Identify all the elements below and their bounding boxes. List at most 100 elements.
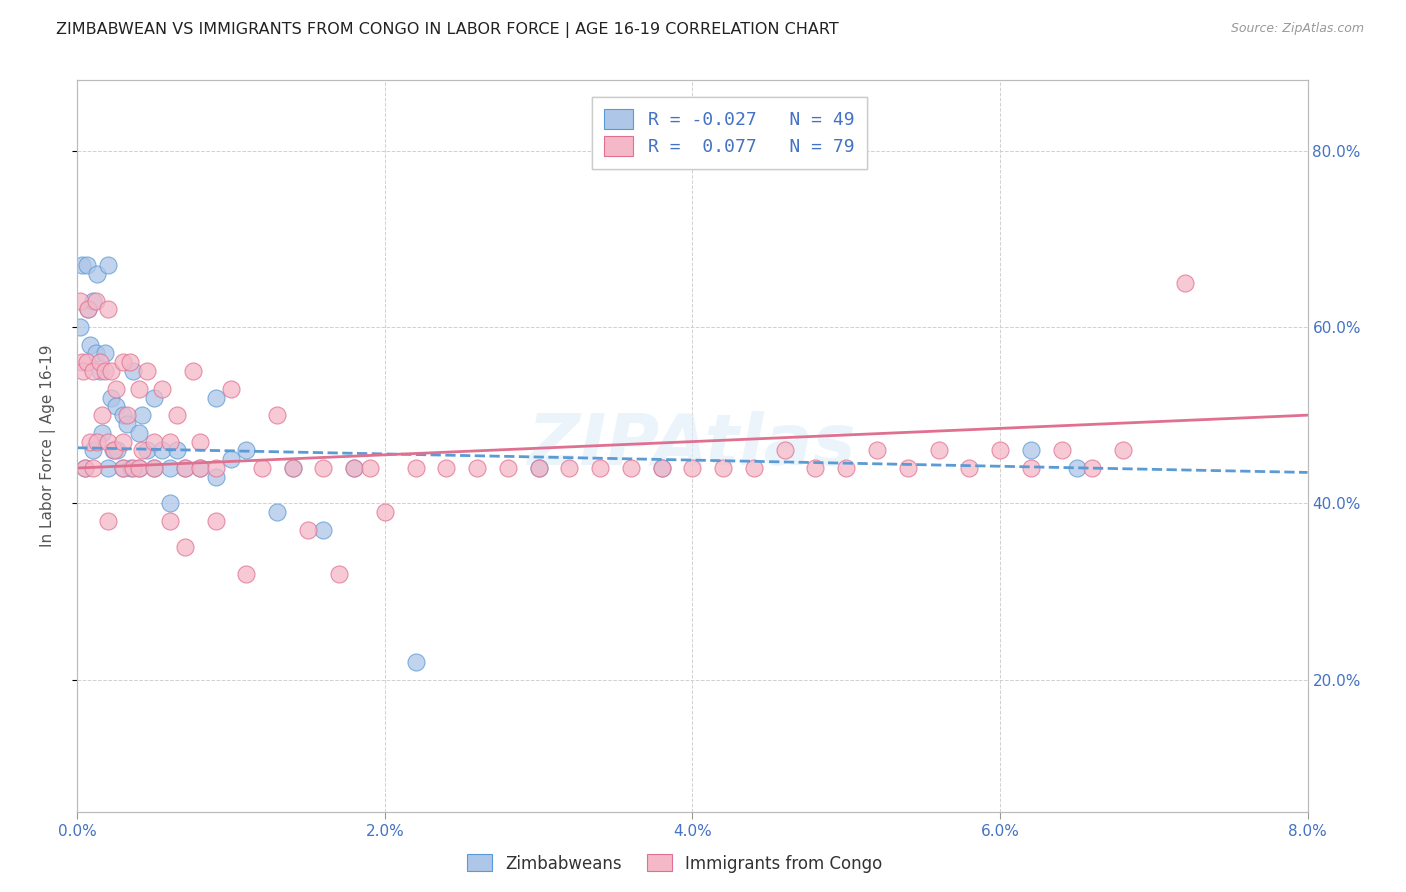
Point: [112, 355, 135, 369]
Point: [89, 355, 111, 369]
Point: [405, 461, 427, 475]
Point: [235, 566, 257, 581]
Point: [77, 302, 100, 317]
Point: [94, 346, 117, 360]
Point: [1112, 443, 1135, 458]
Point: [143, 434, 166, 449]
Point: [70, 355, 93, 369]
Point: [86, 267, 108, 281]
Point: [742, 461, 765, 475]
Point: [988, 443, 1011, 458]
Point: [70, 258, 93, 272]
Point: [204, 461, 226, 475]
Point: [76, 355, 98, 369]
Point: [115, 408, 138, 422]
Point: [150, 382, 173, 396]
Point: [374, 505, 396, 519]
Point: [159, 434, 181, 449]
Point: [1019, 443, 1042, 458]
Point: [143, 461, 166, 475]
Point: [405, 655, 427, 669]
Point: [135, 364, 157, 378]
Point: [174, 461, 197, 475]
Point: [897, 461, 920, 475]
Point: [1066, 461, 1088, 475]
Point: [219, 452, 242, 467]
Point: [105, 443, 128, 458]
Point: [112, 461, 135, 475]
Point: [190, 461, 212, 475]
Point: [121, 461, 143, 475]
Point: [527, 461, 550, 475]
Point: [69, 293, 91, 308]
Point: [711, 461, 734, 475]
Point: [86, 434, 108, 449]
Point: [76, 258, 98, 272]
Point: [150, 443, 173, 458]
Point: [104, 400, 127, 414]
Point: [159, 514, 181, 528]
Point: [190, 461, 212, 475]
Point: [957, 461, 980, 475]
Y-axis label: In Labor Force | Age 16-19: In Labor Force | Age 16-19: [41, 344, 56, 548]
Point: [620, 461, 643, 475]
Point: [181, 364, 204, 378]
Point: [250, 461, 273, 475]
Point: [436, 461, 458, 475]
Point: [128, 461, 150, 475]
Point: [204, 514, 226, 528]
Point: [135, 443, 157, 458]
Legend: R = -0.027   N = 49, R =  0.077   N = 79: R = -0.027 N = 49, R = 0.077 N = 79: [592, 96, 868, 169]
Point: [131, 408, 153, 422]
Point: [79, 434, 101, 449]
Point: [1050, 443, 1073, 458]
Point: [97, 258, 120, 272]
Point: [174, 541, 197, 555]
Point: [100, 391, 122, 405]
Point: [651, 461, 673, 475]
Point: [166, 408, 188, 422]
Point: [773, 443, 796, 458]
Point: [97, 302, 120, 317]
Point: [1174, 276, 1197, 290]
Point: [343, 461, 366, 475]
Point: [82, 364, 104, 378]
Point: [928, 443, 950, 458]
Point: [112, 461, 135, 475]
Point: [103, 443, 125, 458]
Point: [266, 505, 288, 519]
Point: [84, 346, 107, 360]
Point: [73, 461, 96, 475]
Point: [159, 496, 181, 510]
Point: [343, 461, 366, 475]
Point: [166, 443, 188, 458]
Point: [128, 382, 150, 396]
Point: [219, 382, 242, 396]
Point: [94, 364, 117, 378]
Point: [359, 461, 381, 475]
Point: [527, 461, 550, 475]
Point: [190, 434, 212, 449]
Legend: Zimbabweans, Immigrants from Congo: Zimbabweans, Immigrants from Congo: [460, 847, 890, 880]
Point: [97, 434, 120, 449]
Point: [297, 523, 319, 537]
Point: [115, 417, 138, 431]
Point: [804, 461, 827, 475]
Point: [100, 364, 122, 378]
Text: Source: ZipAtlas.com: Source: ZipAtlas.com: [1230, 22, 1364, 36]
Point: [97, 461, 120, 475]
Point: [589, 461, 612, 475]
Point: [121, 364, 143, 378]
Point: [97, 514, 120, 528]
Point: [104, 382, 127, 396]
Text: ZIPAtlas: ZIPAtlas: [529, 411, 856, 481]
Point: [558, 461, 581, 475]
Point: [312, 523, 335, 537]
Point: [82, 443, 104, 458]
Point: [90, 408, 114, 422]
Point: [281, 461, 304, 475]
Point: [1081, 461, 1104, 475]
Point: [143, 461, 166, 475]
Point: [835, 461, 858, 475]
Point: [101, 443, 124, 458]
